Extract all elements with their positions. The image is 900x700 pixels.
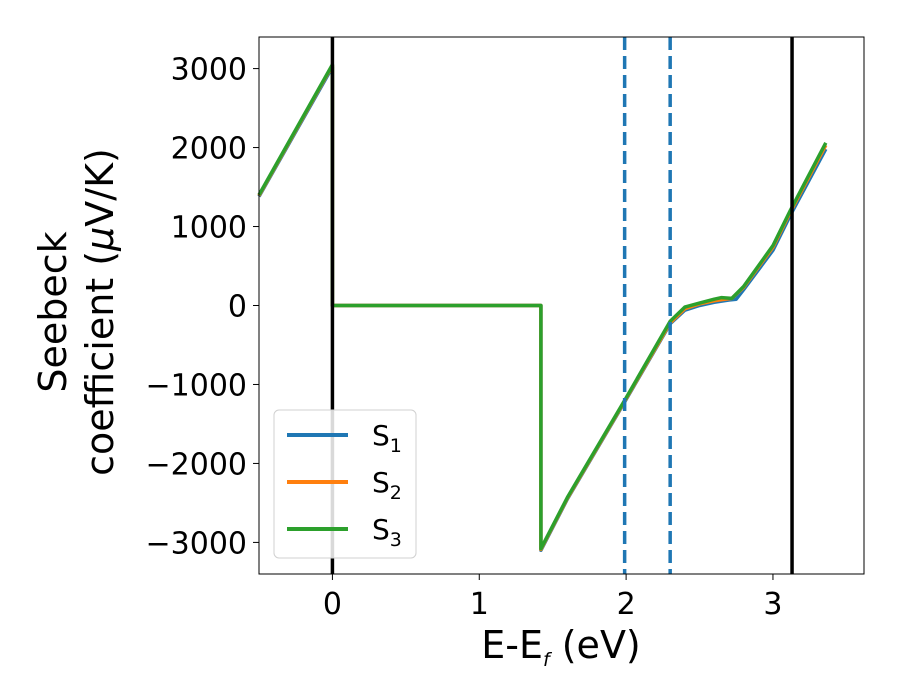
- x-tick-label: 1: [470, 587, 489, 622]
- x-ticks: 0 1 2 3: [323, 574, 783, 622]
- x-tick-label: 2: [617, 587, 636, 622]
- y-ticks: 3000 2000 1000 0 −1000 −2000 −3000: [146, 53, 259, 561]
- plot-content: [257, 37, 828, 574]
- y-axis-label-line1: Seebeck: [31, 231, 75, 392]
- y-tick-label: 0: [228, 290, 247, 325]
- y-tick-label: 1000: [171, 211, 247, 246]
- series-line-s3: [257, 62, 828, 551]
- x-axis-label: E-Ef (eV): [481, 623, 641, 671]
- plot-frame: [258, 36, 865, 575]
- y-tick-label: −2000: [146, 447, 247, 482]
- y-tick-label: 2000: [171, 132, 247, 167]
- legend-label-s1: S1: [372, 419, 402, 457]
- y-axis-label: Seebeck coefficient (μV/K): [31, 148, 122, 476]
- x-tick-label: 0: [323, 587, 342, 622]
- x-tick-label: 3: [763, 587, 782, 622]
- y-tick-label: −3000: [146, 526, 247, 561]
- y-tick-label: −1000: [146, 368, 247, 403]
- legend-label-s3: S3: [372, 513, 402, 551]
- legend-label-s2: S2: [372, 466, 402, 504]
- y-axis-label-line2: coefficient (μV/K): [78, 148, 122, 476]
- y-tick-label: 3000: [171, 53, 247, 88]
- legend: S1 S2 S3: [273, 409, 417, 559]
